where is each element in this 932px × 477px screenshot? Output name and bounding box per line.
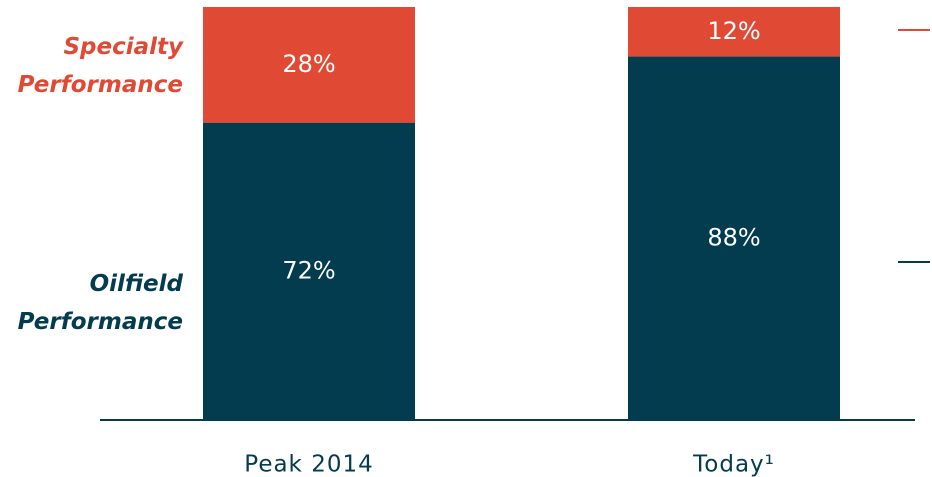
bar-segment xyxy=(628,7,840,57)
legend-label: Specialty Performance xyxy=(17,34,183,98)
bar-segment xyxy=(203,7,415,123)
x-tick-label: Peak 2014 xyxy=(244,452,373,477)
value-label: 12% xyxy=(707,17,760,45)
value-label: 28% xyxy=(282,50,335,78)
x-tick-label: Today¹ xyxy=(692,452,775,477)
legend-label: Oilfield Performance xyxy=(17,271,183,335)
bar-segment xyxy=(628,56,840,421)
value-label: 88% xyxy=(707,223,760,251)
value-label: 72% xyxy=(282,256,335,284)
bar-segment xyxy=(203,122,415,420)
